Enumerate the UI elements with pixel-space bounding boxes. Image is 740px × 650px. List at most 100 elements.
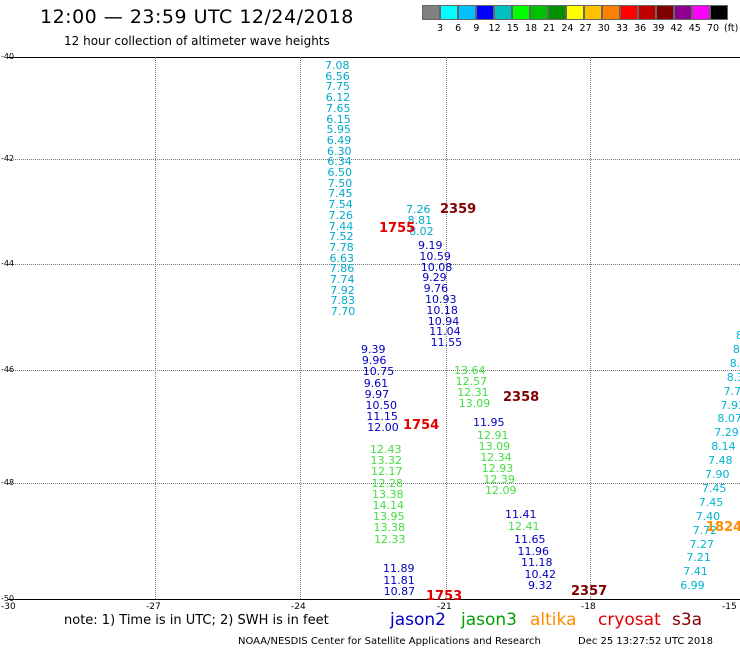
lon-label: -15: [722, 602, 737, 612]
wave-height-value: 6.63: [329, 251, 355, 265]
lat-label: -46: [1, 365, 15, 374]
lon-label: -30: [1, 602, 16, 612]
wave-height-value: 6.30: [327, 144, 352, 158]
wave-height-value: 9.97: [364, 387, 390, 401]
wave-height-value: 9.32: [528, 579, 553, 592]
pass-time-label: 1755: [379, 221, 416, 236]
wave-height-value: 7.41: [683, 565, 708, 579]
wave-height-value: 13.09: [478, 440, 511, 453]
satellite-name: jason3: [461, 610, 517, 630]
legend-label: (ft): [724, 23, 739, 34]
color-legend: 3 6 9 12 15 18 21 24 27 30 33 36 39 42 45 70 (ft): [422, 5, 738, 34]
wave-height-value: 6.99: [680, 579, 705, 593]
map-title: 12:00 — 23:59 UTC 12/24/2018: [40, 6, 354, 28]
legend-label: 24: [561, 23, 574, 34]
legend-swatch: [512, 5, 530, 20]
satellite-name: cryosat: [598, 610, 661, 630]
wave-height-value: 8: [732, 342, 740, 356]
legend-label: 39: [652, 23, 665, 34]
wave-height-value: 9.96: [361, 354, 387, 368]
wave-height-value: 7.83: [330, 294, 356, 308]
wave-height-value: 7.74: [330, 273, 355, 286]
legend-label: 33: [615, 23, 629, 34]
wave-height-value: 9.76: [423, 282, 449, 296]
legend-swatch: [692, 5, 710, 20]
lat-label: -40: [1, 52, 15, 61]
legend-label: 36: [634, 23, 647, 34]
wave-height-value: 12.09: [485, 484, 517, 497]
wave-height-value: 6.12: [325, 91, 351, 105]
wave-height-value: 7.45: [701, 481, 727, 495]
legend-label: 15: [506, 23, 519, 34]
wave-height-value: 8: [736, 329, 740, 342]
legend-swatch: [620, 5, 638, 20]
wave-height-value: 7.92: [330, 283, 355, 297]
legend-label: 6: [455, 23, 462, 34]
wave-height-value: 12.28: [371, 476, 404, 490]
wave-height-value: 7.75: [325, 80, 351, 94]
wave-height-value: 11.89: [383, 562, 415, 575]
wave-height-value: 10.50: [365, 399, 398, 412]
wave-height-value: 7.78: [329, 240, 354, 254]
legend-label: 21: [543, 23, 556, 34]
satellite-name: jason2: [390, 610, 446, 630]
legend-labels: 3 6 9 12 15 18 21 24 27 30 33 36 39 42 45 70 (ft): [422, 23, 740, 37]
legend-swatch: [440, 5, 458, 20]
wave-height-value: 11.55: [430, 336, 463, 350]
lat-label: -44: [1, 259, 15, 268]
wave-height-value: 6.56: [325, 69, 350, 83]
wave-height-value: 12.41: [508, 520, 540, 533]
wave-height-value: 12.33: [374, 532, 406, 546]
wave-height-value: 12.00: [367, 421, 399, 435]
wave-height-value: 12.43: [370, 443, 402, 456]
lon-label: -24: [291, 602, 306, 612]
legend-label: 12: [488, 23, 501, 34]
wave-height-value: 12.39: [483, 473, 515, 486]
pass-time-label: 2359: [440, 202, 477, 217]
wave-height-value: 13.95: [373, 510, 405, 524]
wave-height-value: 13.38: [373, 521, 406, 535]
wave-height-value: 10.87: [383, 585, 416, 598]
pass-time-label: 1824: [706, 520, 740, 535]
wave-height-value: 12.17: [371, 465, 403, 479]
legend-label: 70: [706, 23, 720, 34]
legend-label: 45: [688, 23, 701, 34]
wave-height-value: 9.39: [361, 343, 386, 356]
generated-timestamp: Dec 25 13:27:52 UTC 2018: [578, 636, 713, 647]
legend-swatch: [602, 5, 620, 20]
legend-swatch: [656, 5, 674, 20]
wave-height-value: 13.38: [372, 487, 404, 501]
wave-height-value: 7.52: [329, 230, 354, 244]
pass-time-label: 2358: [503, 390, 540, 405]
legend-swatch: [584, 5, 602, 20]
wave-height-value: 12.93: [481, 462, 514, 475]
wave-height-value: 10.93: [425, 293, 457, 306]
map-subtitle: 12 hour collection of altimeter wave hei…: [64, 34, 330, 48]
wave-height-value: 7.08: [325, 59, 350, 72]
legend-label: 30: [597, 23, 610, 34]
wave-height-value: 11.95: [473, 416, 505, 429]
wave-height-value: 8.02: [409, 224, 434, 238]
legend-swatches: [422, 5, 728, 20]
lat-grid-line: [8, 483, 740, 484]
wave-height-value: 5.95: [326, 123, 352, 137]
wave-height-value: 10.08: [420, 260, 453, 274]
lat-grid-line: [8, 264, 740, 265]
legend-swatch: [548, 5, 566, 20]
wave-height-value: 7.45: [328, 187, 353, 201]
legend-label: 3: [436, 23, 444, 34]
legend-swatch: [476, 5, 494, 20]
lon-grid-line: [590, 57, 591, 599]
wave-height-value: 8.3: [729, 356, 740, 370]
wave-height-value: 13.64: [454, 364, 486, 377]
wave-height-value: 12.57: [455, 375, 488, 388]
wave-height-value: 7.21: [686, 551, 711, 565]
wave-height-value: 11.96: [517, 544, 550, 558]
wave-height-value: 8.81: [407, 213, 433, 227]
wave-height-value: 11.15: [366, 410, 398, 424]
pass-time-label: 1753: [426, 589, 463, 604]
wave-height-value: 10.42: [524, 567, 557, 581]
wave-height-value: 6.49: [326, 133, 352, 147]
satellite-name: s3a: [672, 610, 703, 630]
wave-height-value: 7.29: [714, 426, 739, 440]
